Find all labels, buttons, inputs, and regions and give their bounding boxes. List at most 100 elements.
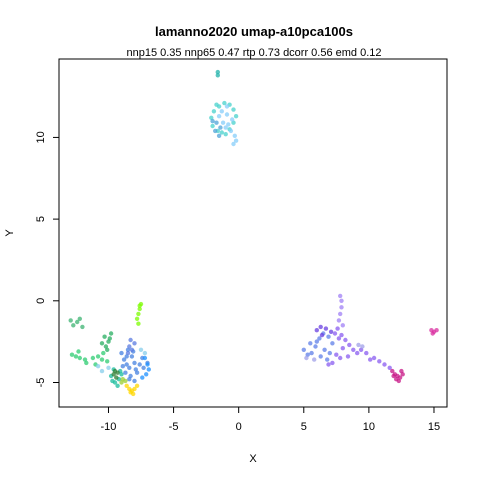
data-point (138, 347, 144, 352)
data-point (216, 114, 222, 119)
data-point (133, 367, 138, 372)
data-point (111, 372, 116, 377)
data-point (323, 326, 329, 331)
y-tick-label: 5 (35, 216, 47, 222)
data-point (132, 341, 137, 346)
data-point (115, 370, 120, 375)
data-point (330, 360, 335, 366)
data-point (136, 311, 141, 317)
data-point (119, 350, 124, 356)
y-axis: -5 0 5 10 (35, 131, 60, 388)
data-point (84, 360, 89, 366)
data-point (210, 123, 215, 129)
data-point (144, 372, 149, 377)
data-point (124, 383, 129, 388)
data-point (318, 324, 323, 330)
data-point (105, 359, 110, 364)
data-point (211, 109, 217, 114)
chart-subtitle: nnp15 0.35 nnp65 0.47 rtp 0.73 dcorr 0.5… (126, 47, 381, 59)
y-tick-label: -5 (35, 378, 47, 388)
data-point (68, 318, 73, 323)
data-point (314, 328, 319, 333)
data-point (132, 360, 137, 366)
data-point (231, 107, 236, 112)
data-point (95, 354, 101, 359)
x-tick-label: 10 (363, 421, 375, 433)
data-point (339, 298, 344, 303)
data-point (127, 365, 132, 370)
data-point (77, 355, 83, 361)
data-point (101, 350, 106, 356)
data-point (134, 370, 140, 375)
data-point (220, 120, 226, 125)
x-axis-label: X (249, 453, 257, 465)
data-point (119, 380, 124, 385)
data-point (110, 378, 115, 384)
plot-frame (58, 58, 448, 408)
data-point (134, 383, 140, 388)
data-point (142, 350, 148, 356)
data-point (347, 342, 352, 348)
data-point (364, 350, 369, 356)
x-axis: -10 -5 0 5 10 15 (101, 406, 440, 433)
data-point (232, 133, 237, 138)
data-point (224, 112, 230, 117)
data-point (80, 324, 85, 330)
data-point (330, 341, 335, 346)
data-point (141, 365, 146, 370)
data-point (430, 331, 435, 336)
data-point (209, 115, 214, 121)
data-point (391, 373, 396, 379)
data-point (314, 339, 319, 344)
data-point (340, 346, 345, 351)
data-point (233, 114, 239, 119)
data-point (129, 354, 135, 359)
data-point (326, 362, 331, 367)
data-point (215, 69, 220, 75)
x-tick-label: 0 (236, 421, 242, 433)
data-point (145, 362, 150, 367)
data-point (131, 391, 136, 397)
data-point (215, 73, 220, 78)
data-point (214, 102, 219, 107)
data-point (82, 357, 88, 362)
data-point (99, 357, 105, 362)
data-point (120, 364, 126, 369)
data-point (305, 352, 310, 357)
x-tick-label: -5 (169, 421, 179, 433)
data-point (322, 347, 327, 352)
data-point (360, 344, 365, 349)
data-point (125, 347, 131, 352)
data-point (390, 368, 395, 374)
data-point (394, 377, 399, 382)
data-point (382, 362, 387, 367)
data-point (230, 117, 235, 122)
data-point (137, 362, 142, 367)
data-point (128, 337, 133, 343)
data-point (387, 365, 392, 370)
x-tick-label: 15 (428, 421, 440, 433)
data-point (99, 368, 105, 374)
x-tick-label: -10 (101, 421, 117, 433)
data-point (121, 357, 127, 362)
data-point (377, 359, 382, 364)
data-point (340, 323, 345, 328)
data-point (102, 334, 107, 339)
data-point (99, 341, 105, 346)
data-point (136, 321, 141, 326)
data-point (224, 104, 230, 109)
data-point (129, 347, 135, 352)
data-point (103, 344, 109, 349)
data-point (301, 347, 306, 352)
data-point (318, 354, 323, 359)
data-point (210, 118, 215, 124)
data-point (312, 357, 317, 362)
x-tick-label: 5 (301, 421, 307, 433)
data-point (327, 350, 332, 356)
data-point (69, 352, 75, 357)
data-point (142, 355, 148, 361)
data-point (336, 318, 342, 323)
data-point (214, 120, 219, 125)
data-point (226, 122, 231, 127)
data-point (146, 367, 151, 372)
